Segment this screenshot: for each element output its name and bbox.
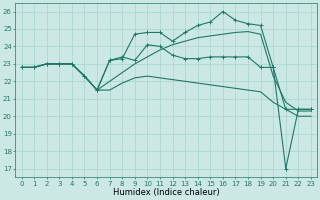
- X-axis label: Humidex (Indice chaleur): Humidex (Indice chaleur): [113, 188, 220, 197]
